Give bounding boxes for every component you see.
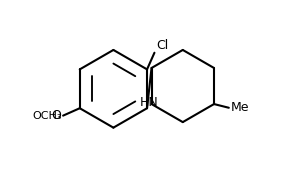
Text: HN: HN bbox=[140, 96, 159, 110]
Text: O: O bbox=[51, 109, 61, 122]
Text: OCH₃: OCH₃ bbox=[33, 111, 62, 121]
Text: Cl: Cl bbox=[156, 39, 168, 52]
Text: Me: Me bbox=[231, 101, 249, 114]
